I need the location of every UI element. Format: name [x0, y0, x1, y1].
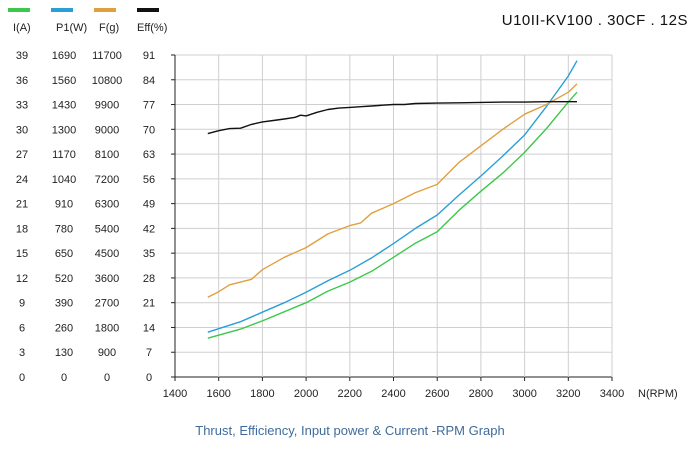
y-tick-label-current: 6 [19, 322, 25, 334]
y-tick-label-thrust: 11700 [92, 50, 122, 62]
y-tick-label-thrust: 5400 [95, 223, 119, 235]
x-tick-label: 1400 [163, 388, 187, 400]
y-tick-label-current: 30 [16, 124, 28, 136]
y-tick-label-current: 36 [16, 75, 28, 87]
x-axis-tick-labels: 1400 1600 1800 2000 2200 2400 2600 2800 3000 3200… [163, 388, 624, 400]
y-axis-tick-labels: 0369121518212427303336390130260390520650… [16, 50, 155, 384]
x-tick-label: 2800 [469, 388, 493, 400]
y-tick-label-current: 24 [16, 174, 28, 186]
x-tick-label: 2600 [425, 388, 449, 400]
y-tick-label-efficiency: 91 [143, 50, 155, 62]
y-tick-label-efficiency: 14 [143, 322, 155, 334]
y-tick-label-power: 0 [61, 372, 67, 384]
y-tick-label-power: 780 [55, 223, 73, 235]
legend-label-power: P1(W) [56, 22, 87, 34]
y-tick-label-current: 0 [19, 372, 25, 384]
y-tick-label-thrust: 9000 [95, 124, 119, 136]
y-tick-label-efficiency: 7 [146, 347, 152, 359]
y-tick-label-efficiency: 21 [143, 298, 155, 310]
y-tick-label-power: 1300 [52, 124, 76, 136]
x-tick-label: 3400 [600, 388, 624, 400]
legend-label-efficiency: Eff(%) [137, 22, 167, 34]
x-tick-label: 1600 [206, 388, 230, 400]
y-tick-label-thrust: 4500 [95, 248, 119, 260]
series-line-efficiency [207, 100, 577, 135]
legend-label-thrust: F(g) [99, 22, 119, 34]
x-tick-label: 2400 [381, 388, 405, 400]
y-tick-label-current: 3 [19, 347, 25, 359]
x-tick-label: 2000 [294, 388, 318, 400]
y-tick-label-efficiency: 84 [143, 75, 155, 87]
y-tick-label-current: 18 [16, 223, 28, 235]
y-tick-label-power: 260 [55, 322, 73, 334]
y-tick-label-current: 15 [16, 248, 28, 260]
y-tick-label-efficiency: 56 [143, 174, 155, 186]
y-tick-label-thrust: 8100 [95, 149, 119, 161]
plot-grid [171, 54, 613, 381]
y-tick-label-power: 1040 [52, 174, 76, 186]
y-tick-label-current: 9 [19, 298, 25, 310]
y-tick-label-thrust: 9900 [95, 100, 119, 112]
y-tick-label-thrust: 1800 [95, 322, 119, 334]
y-tick-label-thrust: 0 [104, 372, 110, 384]
y-tick-label-efficiency: 49 [143, 199, 155, 211]
y-tick-label-current: 33 [16, 100, 28, 112]
y-tick-label-thrust: 7200 [95, 174, 119, 186]
y-tick-label-power: 910 [55, 199, 73, 211]
legend-swatch-power [51, 8, 73, 12]
y-tick-label-power: 520 [55, 273, 73, 285]
series-line-power [207, 60, 578, 333]
y-tick-label-efficiency: 35 [143, 248, 155, 260]
y-tick-label-power: 650 [55, 248, 73, 260]
y-tick-label-power: 1170 [52, 149, 76, 161]
series-line-current [207, 91, 578, 339]
x-tick-label: 2200 [338, 388, 362, 400]
y-tick-label-thrust: 3600 [95, 273, 119, 285]
legend-swatch-thrust [94, 8, 116, 12]
x-tick-label: 1800 [250, 388, 274, 400]
legend: I(A) P1(W) F(g) Eff(%) [8, 8, 167, 34]
y-tick-label-power: 390 [55, 298, 73, 310]
y-tick-label-efficiency: 42 [143, 223, 155, 235]
y-tick-label-efficiency: 63 [143, 149, 155, 161]
y-tick-label-thrust: 2700 [95, 298, 119, 310]
series-lines [207, 60, 578, 339]
y-tick-label-power: 1560 [52, 75, 76, 87]
y-tick-label-power: 1430 [52, 100, 76, 112]
y-tick-label-current: 27 [16, 149, 28, 161]
y-tick-label-thrust: 6300 [95, 199, 119, 211]
y-tick-label-efficiency: 70 [143, 124, 155, 136]
y-tick-label-thrust: 10800 [92, 75, 123, 87]
y-tick-label-current: 12 [16, 273, 28, 285]
y-tick-label-efficiency: 0 [146, 372, 152, 384]
chart-title: U10II-KV100 . 30CF . 12S [502, 12, 688, 29]
y-tick-label-power: 1690 [52, 50, 76, 62]
chart-caption: Thrust, Efficiency, Input power & Curren… [195, 423, 504, 438]
y-tick-label-power: 130 [55, 347, 73, 359]
x-tick-label: 3000 [512, 388, 536, 400]
legend-label-current: I(A) [13, 22, 31, 34]
x-axis-label: N(RPM) [638, 388, 678, 400]
series-line-thrust [207, 83, 578, 298]
y-tick-label-current: 21 [16, 199, 28, 211]
y-tick-label-efficiency: 28 [143, 273, 155, 285]
y-tick-label-current: 39 [16, 50, 28, 62]
legend-swatch-efficiency [137, 8, 159, 12]
y-tick-label-thrust: 900 [98, 347, 116, 359]
x-tick-label: 3200 [556, 388, 580, 400]
y-tick-label-efficiency: 77 [143, 100, 155, 112]
legend-swatch-current [8, 8, 30, 12]
